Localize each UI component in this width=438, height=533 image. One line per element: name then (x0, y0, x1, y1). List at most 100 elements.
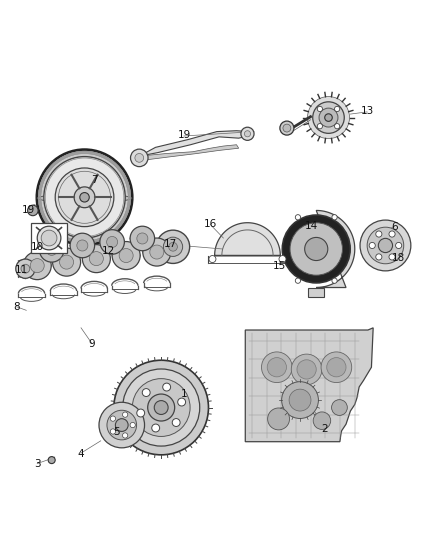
Text: 10: 10 (31, 242, 44, 252)
FancyBboxPatch shape (31, 223, 67, 253)
Text: 18: 18 (392, 253, 405, 263)
Circle shape (154, 401, 168, 415)
Circle shape (131, 149, 148, 167)
Circle shape (110, 429, 116, 434)
Circle shape (389, 231, 395, 237)
Text: 1: 1 (180, 389, 187, 399)
Circle shape (135, 154, 144, 162)
Text: 16: 16 (204, 219, 217, 229)
Circle shape (332, 215, 337, 220)
Circle shape (44, 157, 125, 238)
Circle shape (295, 215, 300, 220)
Circle shape (327, 358, 346, 377)
Polygon shape (139, 145, 239, 160)
Circle shape (172, 418, 180, 426)
Circle shape (335, 106, 340, 111)
Text: 8: 8 (13, 302, 20, 312)
Ellipse shape (37, 194, 132, 203)
Circle shape (317, 124, 322, 129)
Circle shape (41, 230, 57, 246)
Circle shape (290, 223, 343, 275)
Circle shape (378, 238, 392, 253)
Circle shape (28, 205, 38, 216)
Polygon shape (245, 328, 373, 442)
Circle shape (367, 227, 404, 264)
Polygon shape (139, 131, 252, 156)
Text: 4: 4 (78, 449, 85, 459)
Circle shape (55, 168, 114, 227)
Polygon shape (316, 211, 355, 287)
Text: 13: 13 (360, 106, 374, 116)
Circle shape (305, 237, 328, 261)
Circle shape (123, 433, 128, 438)
Circle shape (321, 352, 352, 383)
Circle shape (396, 243, 402, 248)
Circle shape (119, 248, 133, 263)
Circle shape (123, 412, 128, 417)
Circle shape (369, 243, 375, 248)
Circle shape (267, 358, 286, 377)
Circle shape (317, 106, 322, 111)
Ellipse shape (82, 255, 110, 262)
Ellipse shape (53, 259, 81, 265)
Text: 15: 15 (273, 261, 286, 271)
Circle shape (80, 192, 89, 202)
Text: 17: 17 (163, 239, 177, 249)
Circle shape (261, 352, 292, 383)
Text: 3: 3 (34, 459, 41, 470)
Circle shape (152, 424, 159, 432)
Ellipse shape (130, 236, 155, 241)
Circle shape (16, 259, 35, 278)
Circle shape (39, 238, 64, 262)
Circle shape (115, 419, 128, 431)
Circle shape (376, 231, 382, 237)
Circle shape (332, 278, 337, 284)
Circle shape (37, 226, 61, 250)
Circle shape (209, 255, 216, 263)
Ellipse shape (143, 248, 171, 255)
Ellipse shape (39, 247, 64, 253)
Circle shape (99, 402, 145, 448)
Circle shape (291, 354, 322, 385)
Circle shape (21, 264, 30, 273)
Circle shape (137, 233, 148, 244)
Circle shape (30, 259, 44, 273)
Circle shape (112, 241, 140, 270)
Circle shape (48, 457, 55, 464)
Circle shape (325, 114, 332, 122)
Text: 14: 14 (305, 221, 318, 231)
Circle shape (163, 237, 183, 256)
Circle shape (107, 410, 137, 440)
Circle shape (282, 382, 318, 418)
Ellipse shape (112, 252, 140, 259)
Circle shape (148, 394, 175, 421)
Text: 19: 19 (177, 130, 191, 140)
Ellipse shape (23, 262, 51, 269)
Circle shape (150, 245, 164, 259)
Circle shape (46, 244, 57, 255)
Circle shape (70, 233, 95, 258)
Circle shape (280, 121, 294, 135)
Circle shape (156, 230, 190, 263)
Circle shape (37, 150, 132, 245)
Circle shape (313, 412, 331, 430)
Text: 19: 19 (22, 205, 35, 215)
Circle shape (241, 127, 254, 140)
Circle shape (297, 360, 316, 379)
Circle shape (289, 389, 311, 411)
Circle shape (130, 226, 155, 251)
Circle shape (39, 151, 131, 243)
Circle shape (130, 423, 135, 427)
Circle shape (114, 360, 208, 455)
Text: 11: 11 (15, 265, 28, 275)
Circle shape (319, 108, 338, 127)
Circle shape (53, 248, 81, 276)
Circle shape (143, 238, 171, 266)
FancyBboxPatch shape (308, 287, 324, 297)
Circle shape (178, 398, 186, 406)
Text: 12: 12 (102, 246, 115, 256)
Circle shape (307, 96, 350, 139)
Circle shape (123, 369, 200, 446)
Ellipse shape (100, 239, 124, 245)
Circle shape (142, 389, 150, 397)
